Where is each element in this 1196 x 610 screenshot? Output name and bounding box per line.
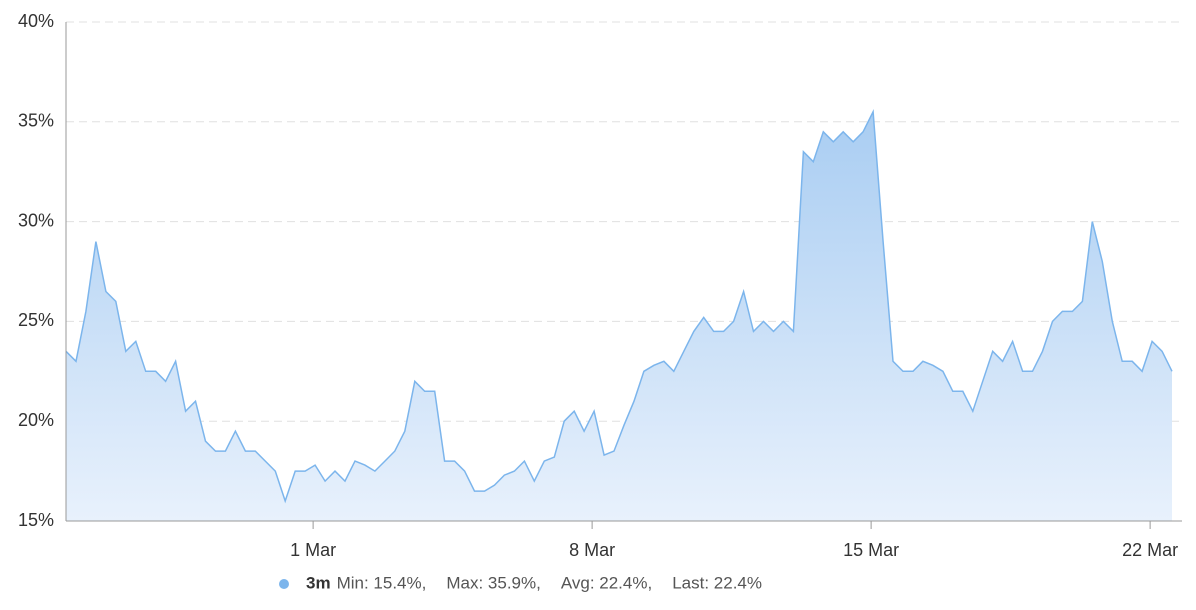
x-tick-label: 15 Mar	[843, 540, 899, 560]
x-tick-label: 22 Mar	[1122, 540, 1178, 560]
legend-stat: Max: 35.9%,	[446, 573, 541, 592]
x-tick-label: 8 Mar	[569, 540, 615, 560]
y-tick-label: 25%	[18, 310, 54, 330]
legend: 3m Min: 15.4%, Max: 35.9%, Avg: 22.4%, Last:…	[279, 573, 762, 592]
y-tick-label: 35%	[18, 111, 54, 131]
y-tick-label: 30%	[18, 210, 54, 230]
legend-marker	[279, 579, 289, 589]
area-fill	[66, 111, 1172, 522]
legend-stat: Min: 15.4%,	[337, 573, 427, 592]
legend-stat: Avg: 22.4%,	[561, 573, 652, 592]
y-tick-label: 15%	[18, 510, 54, 530]
plot-area	[65, 109, 1173, 522]
y-tick-label: 40%	[18, 11, 54, 31]
y-tick-label: 20%	[18, 410, 54, 430]
axes: 15% 20% 25% 30% 35% 40% 1 Mar 8 Mar 15 Mar 22 Mar	[18, 11, 1182, 560]
line	[65, 109, 1173, 504]
x-tick-label: 1 Mar	[290, 540, 336, 560]
legend-label: 3m	[306, 573, 331, 592]
legend-stat: Last: 22.4%	[672, 573, 762, 592]
